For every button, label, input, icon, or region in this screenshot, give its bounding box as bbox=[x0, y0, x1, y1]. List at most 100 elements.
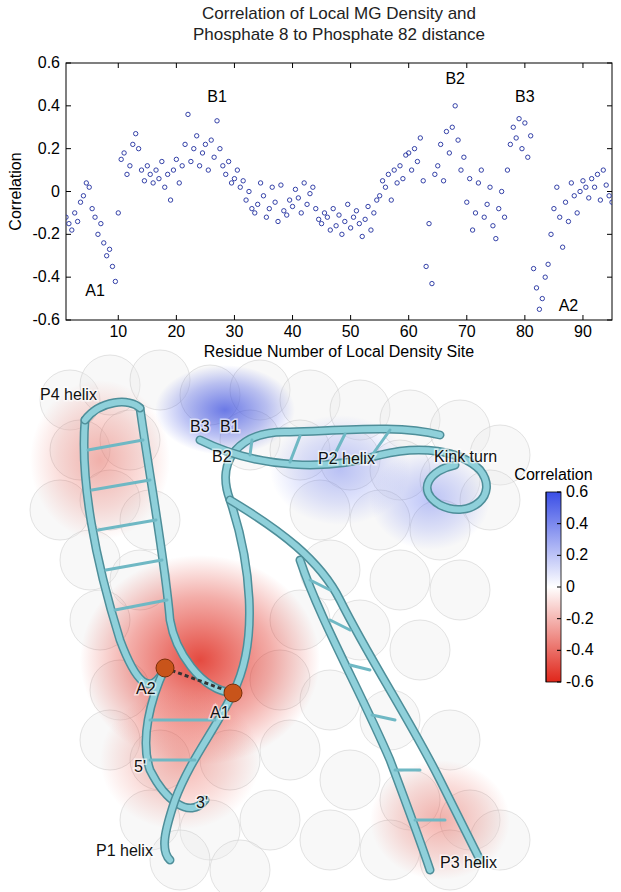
annotation: B1 bbox=[207, 88, 227, 105]
point bbox=[244, 198, 248, 202]
colorbar-tick bbox=[557, 682, 561, 683]
y-tick bbox=[66, 320, 71, 321]
point bbox=[540, 296, 544, 300]
point bbox=[343, 219, 347, 223]
point bbox=[610, 200, 612, 204]
points bbox=[66, 104, 612, 312]
figure: Correlation of Local MG Density andPhosp… bbox=[0, 0, 621, 892]
x-tick-top bbox=[582, 63, 583, 68]
x-tick-label: 30 bbox=[226, 323, 244, 340]
phosphate-sphere bbox=[156, 659, 174, 677]
structure-label: 3' bbox=[196, 794, 208, 811]
point bbox=[131, 142, 135, 146]
point bbox=[409, 168, 413, 172]
point bbox=[433, 172, 437, 176]
base-pair bbox=[150, 719, 215, 722]
y-tick-label: 0 bbox=[51, 183, 60, 200]
point bbox=[99, 221, 103, 225]
point bbox=[441, 179, 445, 183]
point bbox=[113, 279, 117, 283]
colorbar-tick-label: -0.2 bbox=[566, 610, 594, 627]
point bbox=[340, 232, 344, 236]
point bbox=[427, 221, 431, 225]
point bbox=[607, 194, 611, 198]
point bbox=[290, 204, 294, 208]
point bbox=[247, 189, 251, 193]
point bbox=[531, 266, 535, 270]
point bbox=[357, 221, 361, 225]
point bbox=[104, 254, 108, 258]
point bbox=[462, 155, 466, 159]
point bbox=[497, 206, 501, 210]
point bbox=[401, 176, 405, 180]
annotation: A1 bbox=[85, 282, 105, 299]
point bbox=[75, 219, 79, 223]
x-tick-top bbox=[118, 63, 119, 68]
point bbox=[421, 179, 425, 183]
annotation: B3 bbox=[515, 88, 535, 105]
point bbox=[354, 209, 358, 213]
base-pair bbox=[415, 819, 445, 822]
x-tick bbox=[350, 315, 351, 320]
y-tick bbox=[66, 277, 71, 278]
point bbox=[578, 189, 582, 193]
point bbox=[386, 172, 390, 176]
backbone bbox=[300, 560, 430, 870]
y-tick-label: -0.6 bbox=[32, 311, 60, 328]
backbone-outline bbox=[140, 408, 233, 693]
point bbox=[389, 198, 393, 202]
point bbox=[398, 164, 402, 168]
colorbar-tick bbox=[557, 492, 561, 493]
backbone-outline bbox=[165, 693, 233, 860]
point bbox=[476, 181, 480, 185]
x-tick-label: 90 bbox=[574, 323, 592, 340]
colorbar bbox=[546, 492, 561, 682]
surface-sphere bbox=[370, 550, 430, 610]
point bbox=[107, 247, 111, 251]
point bbox=[491, 224, 495, 228]
structure-label: A2 bbox=[136, 680, 156, 697]
point bbox=[485, 202, 489, 206]
x-tick bbox=[118, 315, 119, 320]
point bbox=[224, 172, 228, 176]
base-pair bbox=[88, 440, 143, 450]
point bbox=[569, 181, 573, 185]
point bbox=[517, 116, 521, 120]
point bbox=[206, 168, 210, 172]
point bbox=[296, 196, 300, 200]
point bbox=[261, 194, 265, 198]
colorbar-tick bbox=[557, 587, 561, 588]
annotation: B2 bbox=[445, 70, 465, 87]
x-tick-top bbox=[408, 63, 409, 68]
x-tick bbox=[408, 315, 409, 320]
point bbox=[316, 217, 320, 221]
distance-line bbox=[165, 668, 233, 693]
y-tick-label: 0.6 bbox=[38, 54, 60, 71]
point bbox=[366, 204, 370, 208]
point bbox=[285, 213, 289, 217]
x-tick-label: 70 bbox=[458, 323, 476, 340]
point bbox=[311, 185, 315, 189]
structure-label: 5' bbox=[134, 758, 146, 775]
backbone-outline bbox=[300, 560, 430, 870]
colorbar-edge bbox=[546, 492, 547, 682]
point bbox=[331, 206, 335, 210]
structure-label: B3 bbox=[190, 418, 210, 435]
point bbox=[73, 211, 77, 215]
y-tick-right bbox=[607, 320, 612, 321]
colorbar-tick-label: 0.4 bbox=[566, 515, 588, 532]
y-tick-right bbox=[607, 234, 612, 235]
point bbox=[601, 168, 605, 172]
point bbox=[351, 215, 355, 219]
point bbox=[305, 202, 309, 206]
point bbox=[543, 275, 547, 279]
x-tick-label: 50 bbox=[342, 323, 360, 340]
colorbar-tick-label: -0.4 bbox=[566, 641, 594, 658]
point bbox=[163, 185, 167, 189]
point bbox=[270, 185, 274, 189]
point bbox=[264, 215, 268, 219]
point bbox=[194, 134, 198, 138]
x-tick-top bbox=[176, 63, 177, 68]
structure-label: P3 helix bbox=[440, 854, 497, 871]
point bbox=[587, 196, 591, 200]
